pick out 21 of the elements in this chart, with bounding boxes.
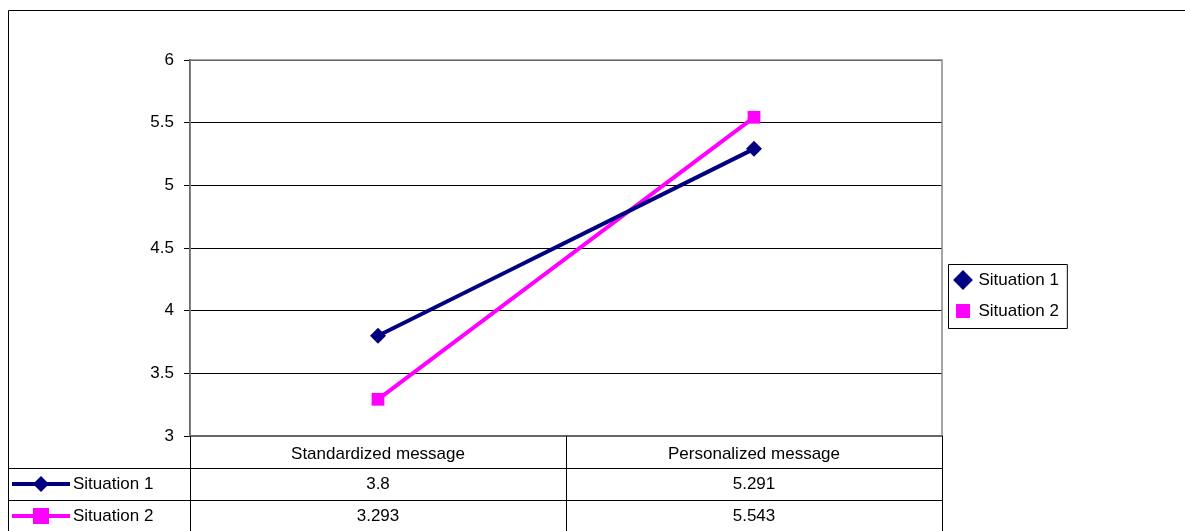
data-label: 3.293 — [356, 505, 400, 525]
legend-label: Situation 1 — [978, 269, 1059, 289]
point — [371, 392, 385, 406]
y-tick-label: 5 — [164, 175, 174, 195]
y-tick-label: 5.5 — [150, 112, 174, 132]
y-tick-label: 3 — [164, 425, 174, 445]
point — [746, 140, 762, 157]
legend-label: Situation 2 — [978, 300, 1059, 320]
x-tick-label: Personalized message — [668, 443, 840, 463]
point — [370, 327, 386, 344]
text: Situation 1 — [73, 473, 154, 493]
text: Situation 2 — [73, 505, 154, 525]
y-tick-label: 6 — [164, 49, 174, 69]
y-tick-label: 3.5 — [150, 363, 174, 383]
point — [747, 110, 761, 124]
data-label: 3.8 — [366, 473, 390, 493]
data-label: 5.543 — [732, 505, 776, 525]
y-tick-label: 4 — [164, 300, 174, 320]
data-label: 5.291 — [732, 473, 776, 493]
y-tick-label: 4.5 — [150, 237, 174, 257]
x-tick-label: Standardized message — [291, 443, 465, 463]
